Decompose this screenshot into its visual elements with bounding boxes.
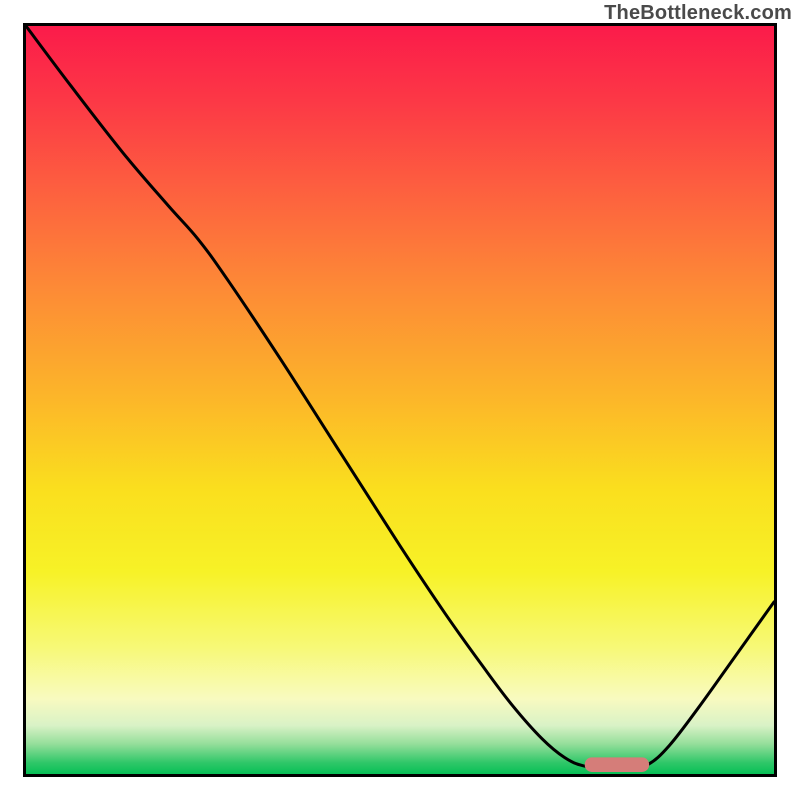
gradient-background [26, 26, 774, 774]
watermark-text: TheBottleneck.com [604, 2, 792, 25]
bottleneck-chart: TheBottleneck.com [0, 0, 800, 800]
optimal-range-marker [585, 757, 649, 772]
chart-canvas [0, 0, 800, 800]
